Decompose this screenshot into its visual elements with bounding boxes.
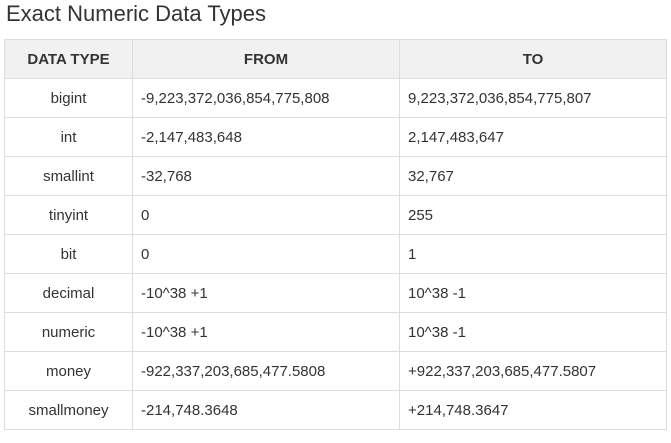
data-types-table: DATA TYPE FROM TO bigint -9,223,372,036,… [4,39,667,430]
header-data-type: DATA TYPE [4,39,133,79]
cell-from: -10^38 +1 [132,312,400,352]
cell-from: -214,748.3648 [132,390,400,430]
cell-type: money [4,351,133,391]
cell-to: 1 [399,234,667,274]
table-row: decimal -10^38 +1 10^38 -1 [4,273,667,313]
table-row: tinyint 0 255 [4,195,667,235]
table-row: bigint -9,223,372,036,854,775,808 9,223,… [4,78,667,118]
cell-to: +214,748.3647 [399,390,667,430]
cell-to: +922,337,203,685,477.5807 [399,351,667,391]
cell-to: 255 [399,195,667,235]
table-row: money -922,337,203,685,477.5808 +922,337… [4,351,667,391]
table-row: smallmoney -214,748.3648 +214,748.3647 [4,390,667,430]
table-row: int -2,147,483,648 2,147,483,647 [4,117,667,157]
cell-to: 32,767 [399,156,667,196]
cell-from: 0 [132,195,400,235]
cell-type: bigint [4,78,133,118]
header-from: FROM [132,39,400,79]
table-row: numeric -10^38 +1 10^38 -1 [4,312,667,352]
cell-from: -9,223,372,036,854,775,808 [132,78,400,118]
header-to: TO [399,39,667,79]
table-header-row: DATA TYPE FROM TO [4,39,667,79]
cell-to: 10^38 -1 [399,312,667,352]
cell-type: smallmoney [4,390,133,430]
cell-from: -922,337,203,685,477.5808 [132,351,400,391]
cell-type: decimal [4,273,133,313]
table-row: bit 0 1 [4,234,667,274]
cell-to: 2,147,483,647 [399,117,667,157]
cell-type: numeric [4,312,133,352]
table-row: smallint -32,768 32,767 [4,156,667,196]
cell-to: 10^38 -1 [399,273,667,313]
cell-from: 0 [132,234,400,274]
cell-type: bit [4,234,133,274]
cell-from: -10^38 +1 [132,273,400,313]
cell-type: tinyint [4,195,133,235]
cell-type: smallint [4,156,133,196]
cell-from: -2,147,483,648 [132,117,400,157]
cell-type: int [4,117,133,157]
cell-from: -32,768 [132,156,400,196]
page-title: Exact Numeric Data Types [6,1,267,26]
cell-to: 9,223,372,036,854,775,807 [399,78,667,118]
